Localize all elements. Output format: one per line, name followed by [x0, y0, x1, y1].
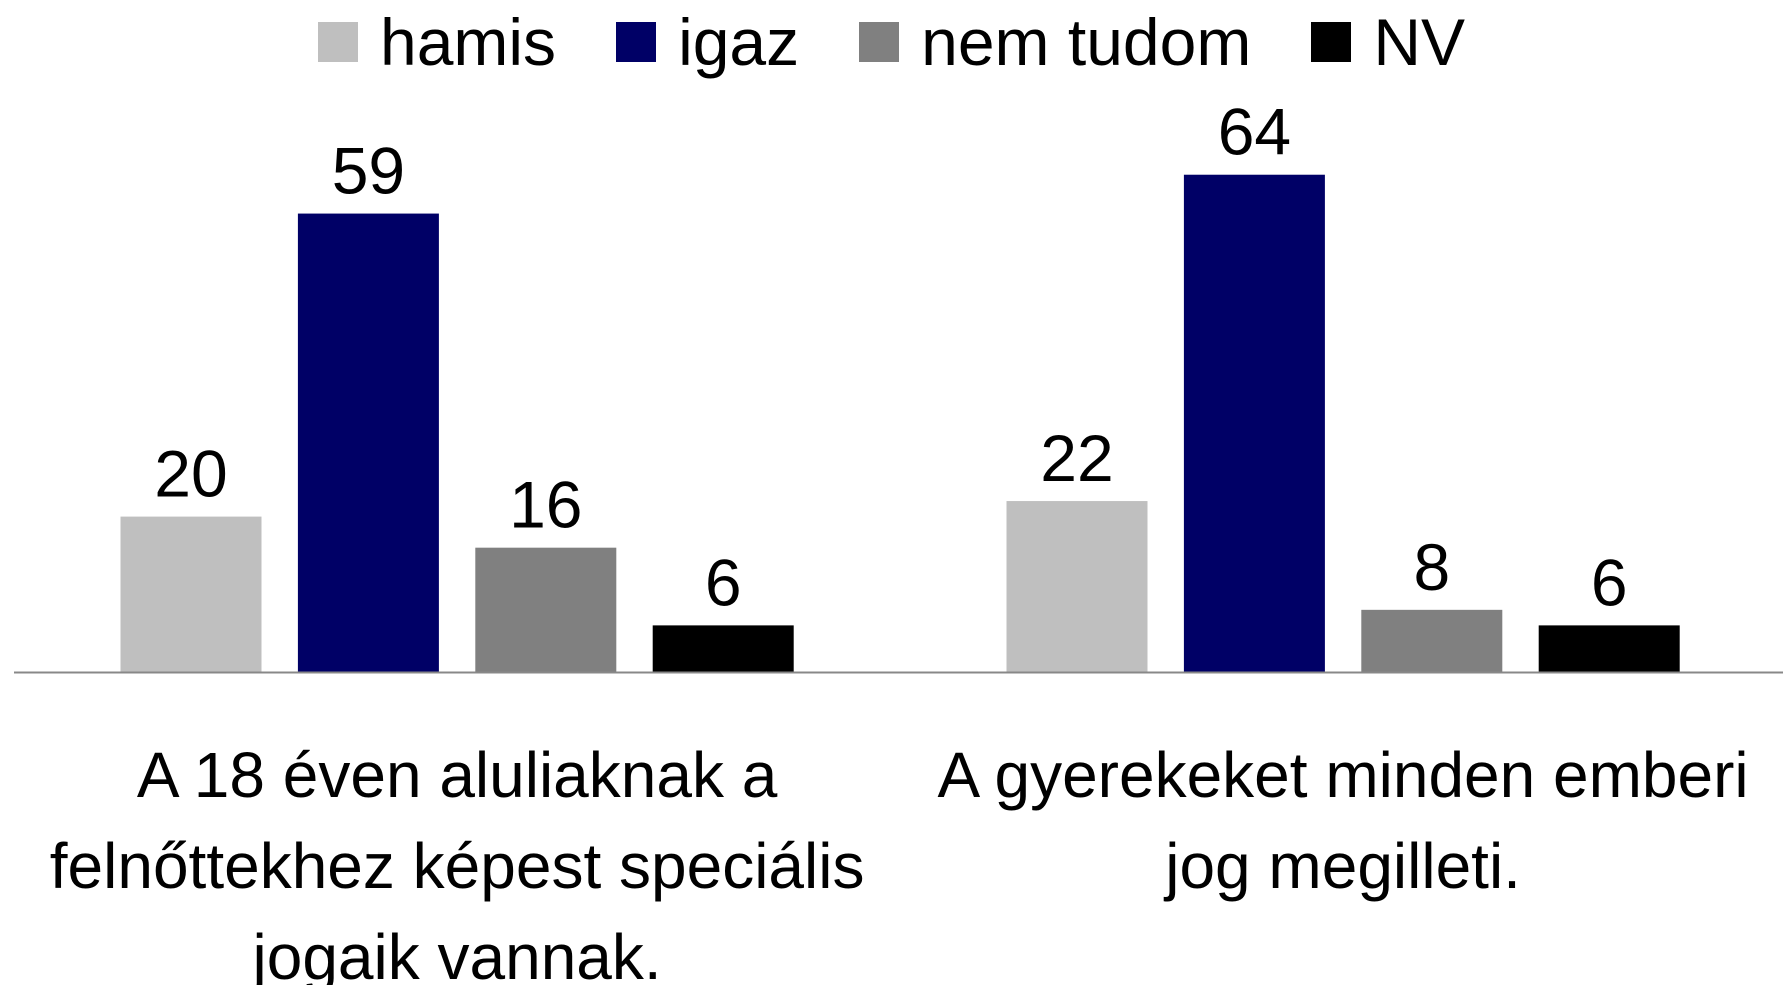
legend-swatch [1311, 22, 1352, 62]
data-label: 6 [705, 545, 742, 619]
legend-item: igaz [616, 2, 799, 82]
bar [1538, 625, 1680, 672]
legend-swatch [616, 22, 657, 62]
data-label: 16 [509, 468, 582, 542]
bar [1183, 174, 1325, 672]
legend-item: NV [1311, 2, 1465, 82]
bar [652, 625, 794, 672]
bar [120, 516, 262, 672]
bar [1006, 501, 1148, 672]
legend: hamis igaz nem tudom NV [0, 2, 1783, 82]
bar [297, 213, 439, 672]
legend-label: igaz [678, 5, 800, 79]
x-tick-label: A 18 éven aluliaknak a felnőttekhez képe… [49, 739, 865, 985]
legend-swatch [859, 22, 900, 62]
data-label: 64 [1218, 95, 1291, 169]
legend-label: NV [1373, 5, 1465, 79]
x-tick-label: A gyerekeket minden emberi jog megilleti… [937, 739, 1749, 902]
legend-label: hamis [380, 5, 557, 79]
legend-item: hamis [318, 2, 556, 82]
data-label: 8 [1413, 530, 1450, 604]
legend-label: nem tudom [921, 5, 1252, 79]
bar [475, 547, 617, 672]
legend-item: nem tudom [859, 2, 1251, 82]
legend-swatch [318, 22, 358, 62]
bar [1361, 609, 1503, 672]
data-label: 20 [154, 437, 227, 511]
data-label: 59 [332, 134, 405, 208]
data-label: 22 [1040, 421, 1113, 495]
data-label: 6 [1591, 545, 1628, 619]
